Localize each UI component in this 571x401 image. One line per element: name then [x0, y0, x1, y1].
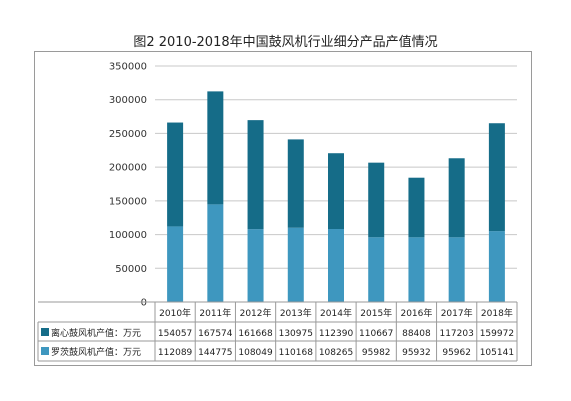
bar-segment-roots — [488, 231, 505, 302]
x-category-label: 2010年 — [159, 307, 191, 319]
x-category-label: 2017年 — [441, 307, 473, 319]
data-table-value: 110168 — [279, 348, 314, 358]
bar-segment-centrifugal — [328, 153, 344, 229]
bar-segment-centrifugal — [287, 139, 304, 228]
bar-segment-centrifugal — [207, 91, 224, 205]
legend-swatch — [41, 347, 49, 355]
data-table-value: 108049 — [238, 348, 273, 358]
data-table-value: 112390 — [319, 329, 354, 339]
bar-segment-centrifugal — [368, 162, 385, 238]
y-tick-label: 200000 — [109, 163, 147, 174]
data-table-value: 95982 — [362, 348, 391, 358]
x-category-label: 2015年 — [360, 307, 392, 319]
bar-segment-centrifugal — [488, 123, 505, 232]
bar-segment-centrifugal — [247, 120, 264, 230]
data-table-value: 154057 — [158, 329, 192, 339]
y-tick-label: 250000 — [109, 129, 147, 140]
data-table-value: 95932 — [402, 348, 431, 358]
data-table-value: 88408 — [402, 329, 431, 339]
data-table-value: 167574 — [198, 329, 233, 339]
data-table-value: 95962 — [442, 348, 471, 358]
y-tick-label: 350000 — [109, 62, 147, 73]
x-category-label: 2018年 — [481, 307, 513, 319]
y-tick-label: 300000 — [109, 95, 147, 106]
bar-segment-centrifugal — [448, 158, 465, 238]
bar-segment-centrifugal — [167, 122, 184, 227]
x-category-label: 2014年 — [320, 307, 352, 319]
data-table-value: 161668 — [238, 329, 273, 339]
x-category-label: 2013年 — [280, 307, 312, 319]
y-tick-label: 150000 — [109, 196, 147, 207]
bar-segment-roots — [408, 237, 425, 302]
data-table-value: 130975 — [279, 329, 313, 339]
bar-segment-roots — [448, 237, 465, 302]
bar-segment-centrifugal — [408, 177, 425, 238]
bar-segment-roots — [328, 228, 344, 302]
data-table-value: 112089 — [158, 348, 193, 358]
legend-label: 离心鼓风机产值：万元 — [51, 327, 141, 339]
data-table-value: 105141 — [480, 348, 514, 358]
x-category-label: 2016年 — [400, 307, 432, 319]
data-table-value: 159972 — [480, 329, 514, 339]
data-table-value: 117203 — [439, 329, 473, 339]
bar-segment-roots — [207, 204, 224, 302]
y-tick-label: 100000 — [109, 230, 147, 241]
bar-segment-roots — [368, 237, 385, 302]
bar-segment-roots — [287, 227, 304, 302]
x-category-label: 2011年 — [199, 307, 231, 319]
y-tick-label: 0 — [141, 298, 147, 309]
bar-segment-roots — [167, 226, 184, 302]
data-table-value: 108265 — [319, 348, 353, 358]
y-tick-label: 50000 — [115, 264, 147, 275]
data-table-value: 144775 — [198, 348, 232, 358]
legend-swatch — [41, 328, 49, 336]
bar-segment-roots — [247, 229, 264, 302]
data-table-value: 110667 — [359, 329, 393, 339]
chart-frame — [34, 51, 532, 366]
legend-label: 罗茨鼓风机产值：万元 — [51, 346, 141, 358]
chart-title: 图2 2010-2018年中国鼓风机行业细分产品产值情况 — [133, 35, 438, 50]
x-category-label: 2012年 — [240, 307, 272, 319]
